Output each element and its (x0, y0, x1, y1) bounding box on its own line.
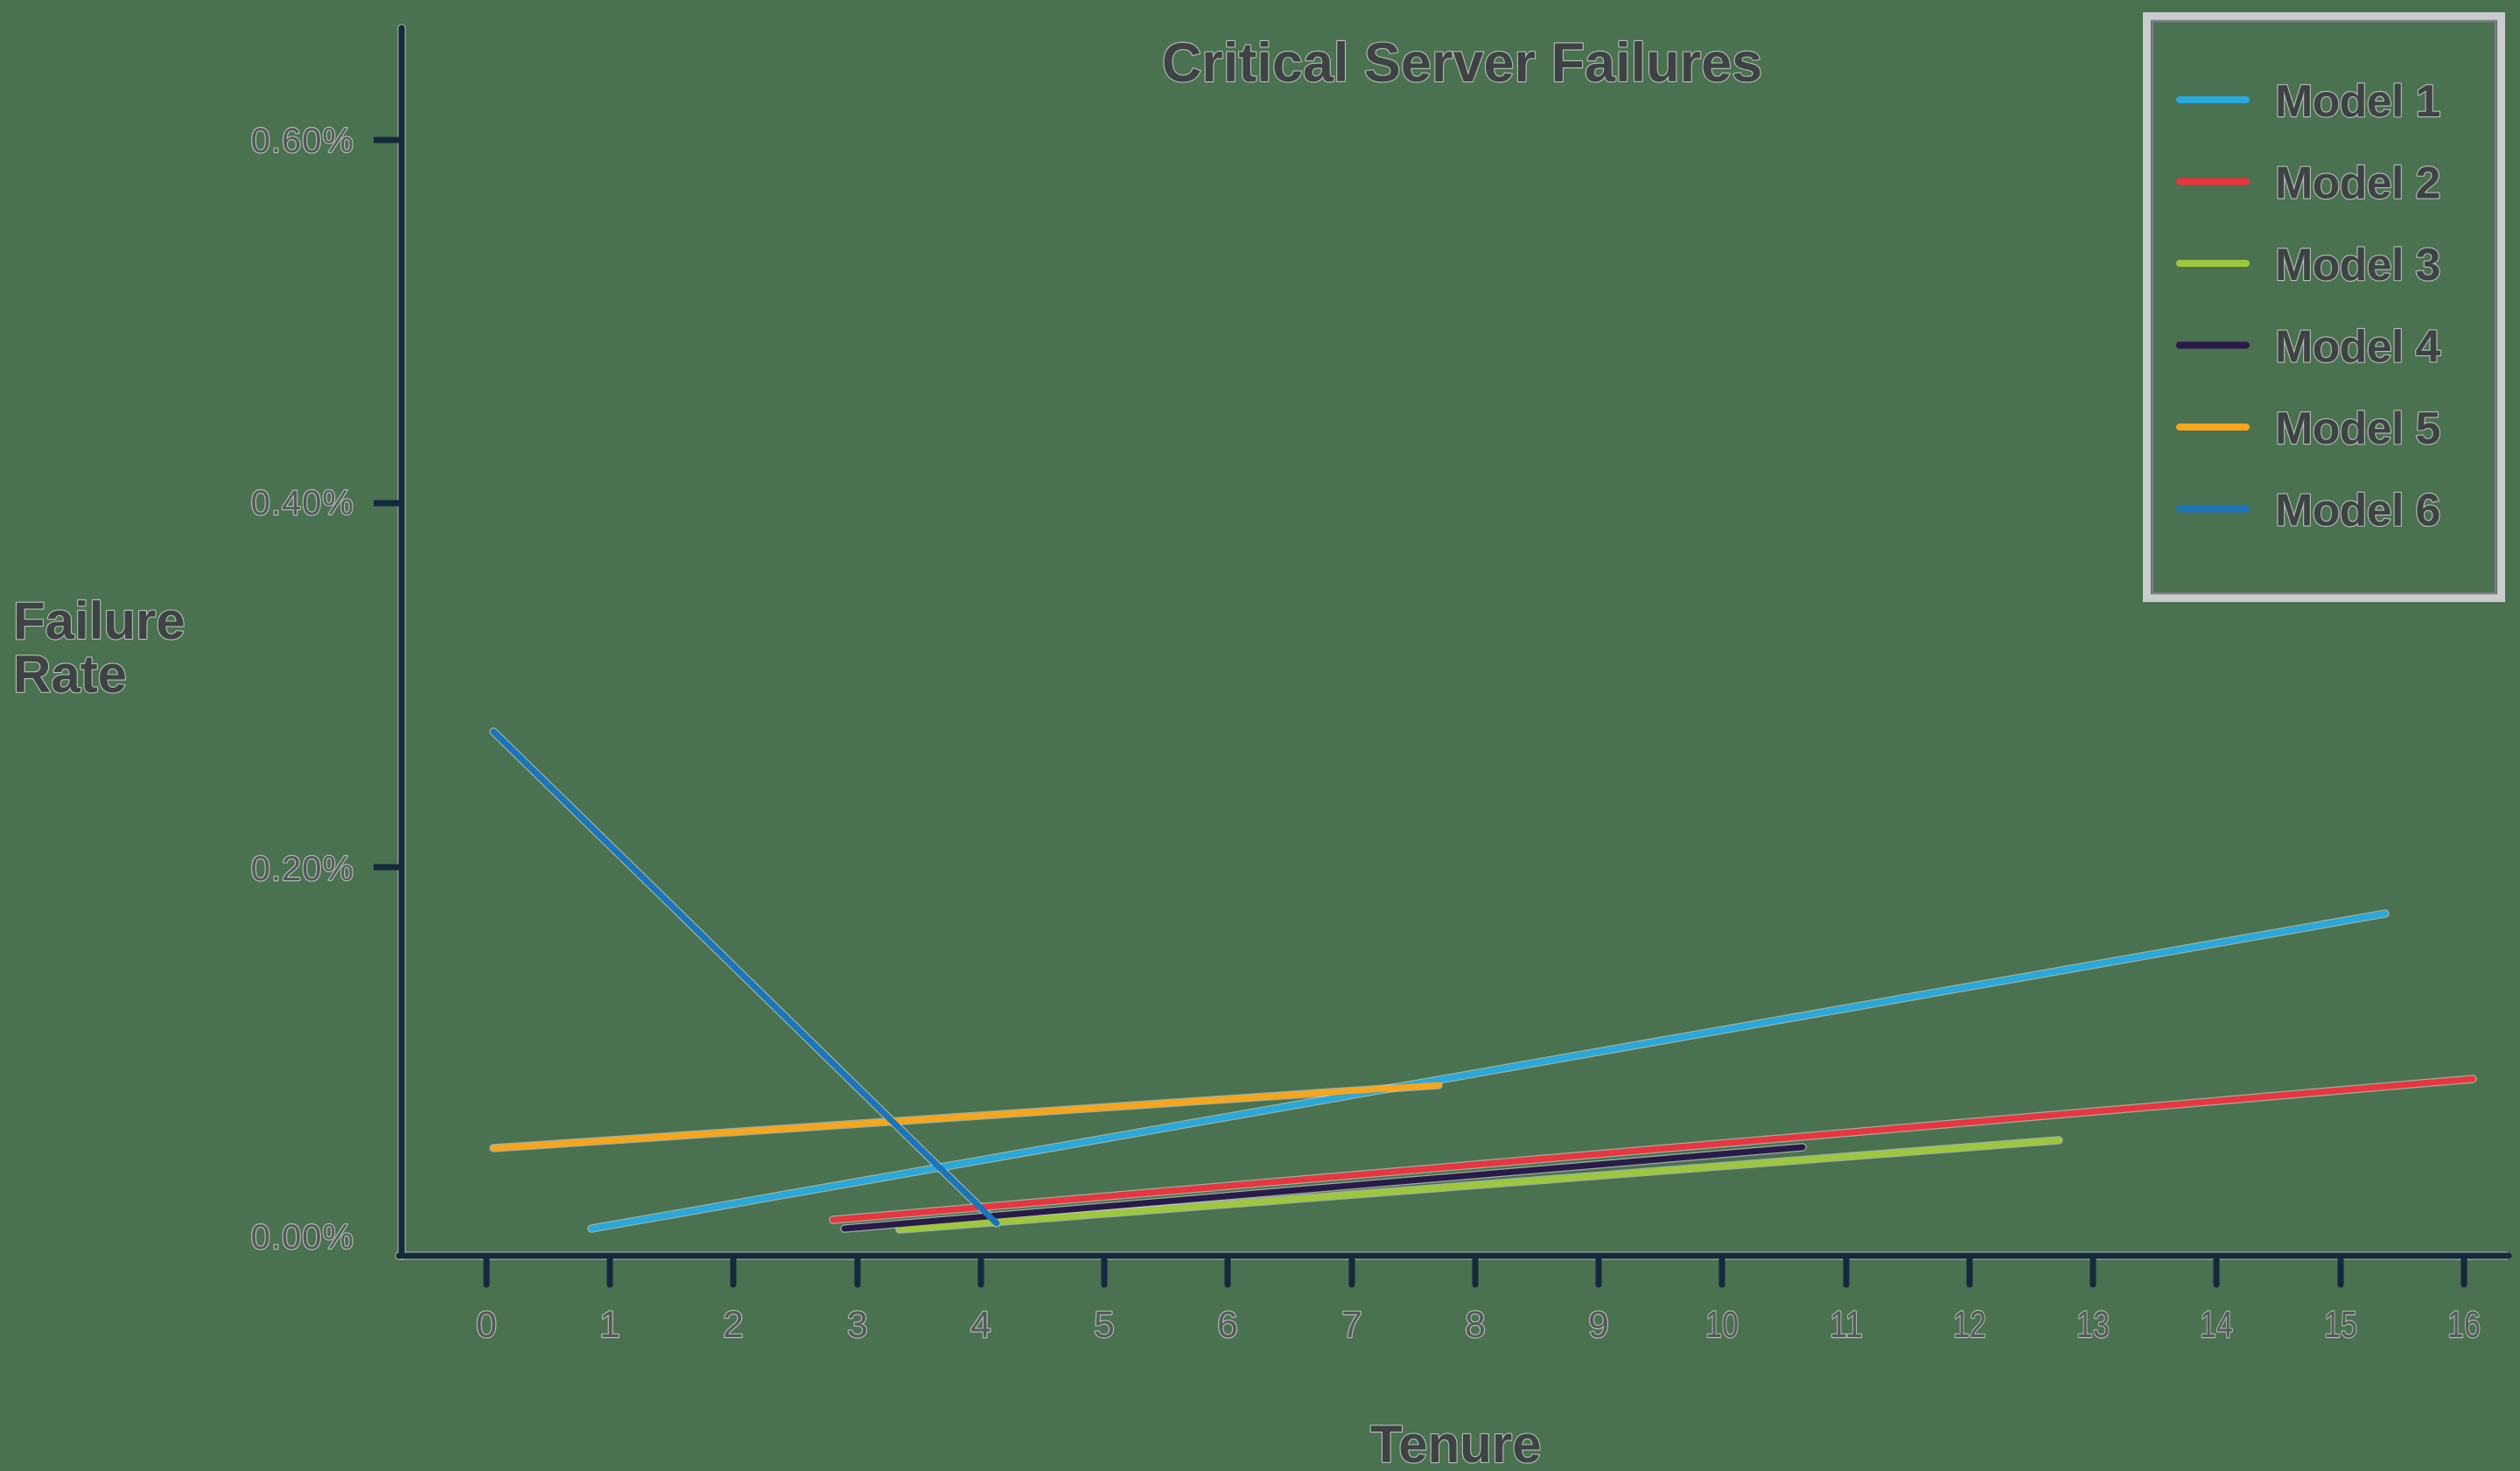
svg-text:Model 3: Model 3 (2275, 240, 2440, 291)
svg-text:7: 7 (1341, 1304, 1362, 1346)
svg-text:2: 2 (723, 1304, 744, 1346)
svg-text:0: 0 (476, 1304, 497, 1346)
svg-text:Model 1: Model 1 (2275, 76, 2440, 127)
svg-text:9: 9 (1588, 1304, 1609, 1346)
svg-text:0.40%: 0.40% (251, 484, 354, 522)
svg-text:14: 14 (2200, 1304, 2233, 1346)
svg-text:3: 3 (847, 1304, 868, 1346)
svg-text:11: 11 (1830, 1304, 1863, 1346)
svg-text:6: 6 (1217, 1304, 1238, 1346)
svg-text:15: 15 (2324, 1304, 2357, 1346)
svg-text:Critical Server Failures: Critical Server Failures (1162, 32, 1762, 94)
svg-text:Tenure: Tenure (1370, 1415, 1542, 1471)
svg-text:16: 16 (2447, 1304, 2481, 1346)
svg-text:Rate: Rate (13, 645, 127, 704)
svg-text:Model 5: Model 5 (2275, 403, 2440, 454)
svg-text:10: 10 (1705, 1304, 1739, 1346)
svg-text:Failure: Failure (13, 592, 186, 650)
svg-text:0.00%: 0.00% (251, 1218, 354, 1257)
svg-text:1: 1 (599, 1304, 620, 1346)
svg-text:Model 2: Model 2 (2275, 158, 2440, 209)
svg-text:4: 4 (970, 1304, 991, 1346)
svg-text:Model 6: Model 6 (2275, 486, 2440, 536)
svg-text:0.20%: 0.20% (251, 850, 354, 888)
svg-text:8: 8 (1465, 1304, 1486, 1346)
svg-text:5: 5 (1094, 1304, 1115, 1346)
svg-text:Model 4: Model 4 (2275, 322, 2440, 373)
svg-text:13: 13 (2076, 1304, 2110, 1346)
svg-text:0.60%: 0.60% (251, 122, 354, 160)
svg-text:12: 12 (1953, 1304, 1986, 1346)
